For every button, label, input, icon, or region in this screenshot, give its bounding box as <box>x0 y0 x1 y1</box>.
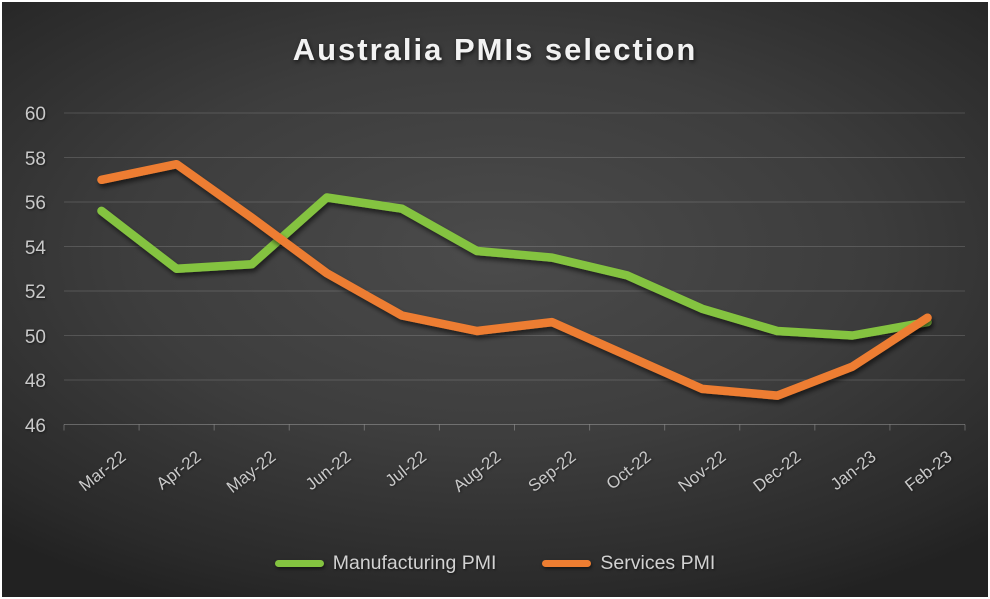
y-axis-label: 56 <box>24 193 46 214</box>
y-axis-label: 54 <box>24 237 46 259</box>
series-line-manufacturing-pmi <box>97 193 932 340</box>
y-axis-label: 52 <box>24 282 46 303</box>
chart-title: Australia PMIs selection <box>292 32 698 67</box>
legend-item-manufacturing: Manufacturing PMI <box>274 552 497 575</box>
y-axis-label: 60 <box>24 104 46 125</box>
legend-swatch-services-icon <box>542 560 592 567</box>
legend-item-services: Services PMI <box>542 552 715 575</box>
legend-swatch-manufacturing-icon <box>274 560 324 567</box>
y-axis-label: 58 <box>24 148 46 170</box>
y-axis-label: 50 <box>24 326 46 348</box>
data-series <box>97 159 932 400</box>
legend-label-services: Services PMI <box>600 552 716 574</box>
y-axis-label: 48 <box>24 371 46 392</box>
series-line-services-pmi <box>97 159 932 400</box>
y-axis-label: 46 <box>24 415 46 437</box>
legend: Manufacturing PMI Services PMI <box>2 552 988 575</box>
gridlines <box>63 112 966 431</box>
legend-label-manufacturing: Manufacturing PMI <box>332 552 497 574</box>
